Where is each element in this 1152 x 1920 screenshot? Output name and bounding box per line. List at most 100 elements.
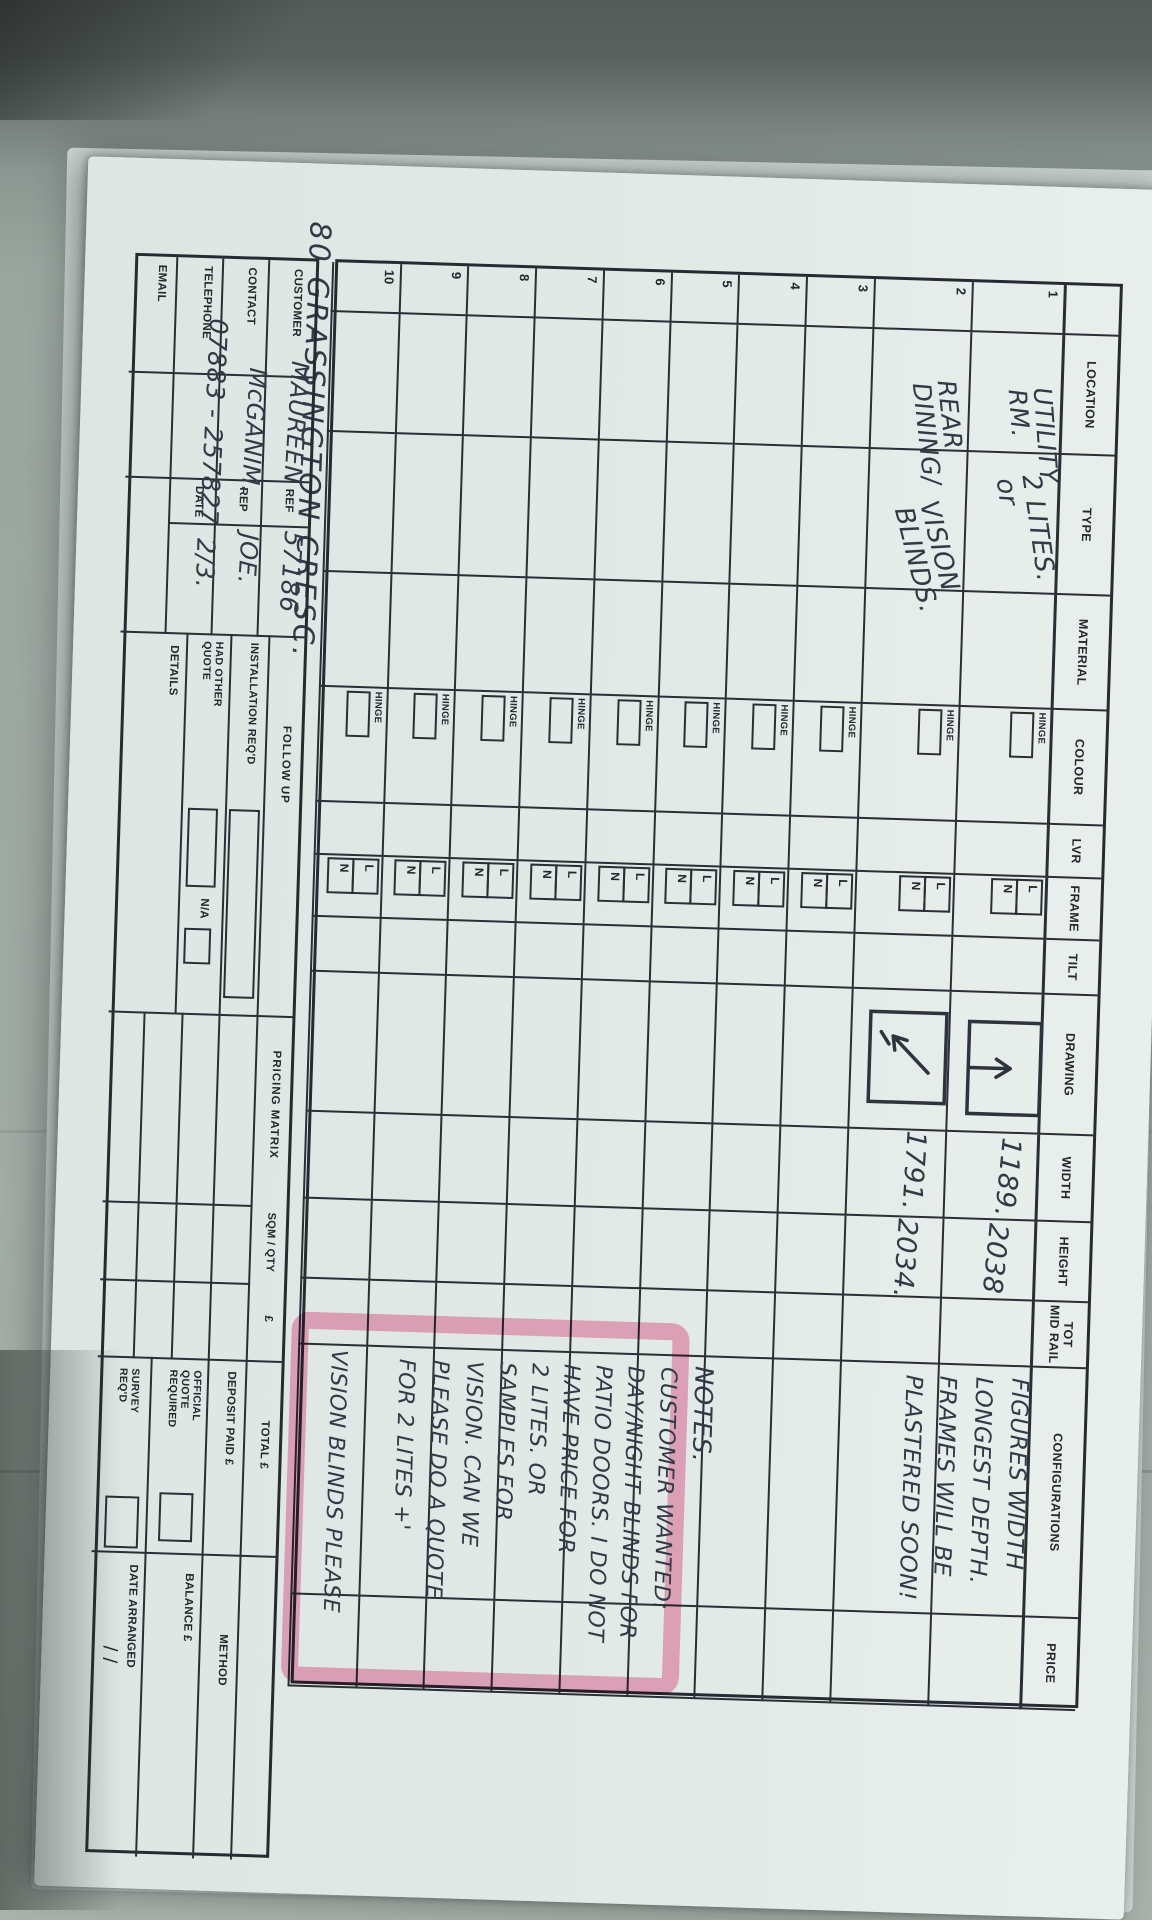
table-cell — [733, 324, 805, 447]
column-header: MATERIAL — [1050, 594, 1111, 712]
table-cell: HINGE — [789, 701, 861, 819]
hw-note-line: HAVE PRICE FOR — [552, 1363, 584, 1555]
hinge-label: HINGE — [506, 695, 519, 728]
frame-l-box[interactable]: L — [1015, 878, 1044, 916]
table-cell — [638, 1209, 710, 1292]
hinge-label: HINGE — [777, 704, 790, 737]
frame-n-box[interactable]: N — [461, 861, 490, 899]
hw-note-line: VISION. CAN WE — [455, 1360, 487, 1548]
table-cell — [445, 920, 515, 979]
hinge-box[interactable] — [819, 705, 845, 753]
frame-n-box[interactable]: N — [529, 863, 558, 901]
table-cell — [326, 311, 399, 435]
table-cell — [851, 933, 952, 992]
row-number-cell: 7 — [533, 268, 604, 321]
table-cell — [381, 803, 451, 859]
table-cell — [949, 936, 1044, 995]
hinge-box[interactable] — [1009, 711, 1035, 759]
hinge-box[interactable] — [683, 701, 710, 749]
hinge-subcell: HINGE — [548, 697, 587, 758]
frame-l-box[interactable]: L — [923, 875, 952, 913]
hinge-box[interactable] — [917, 708, 943, 756]
hinge-label: HINGE — [371, 691, 384, 724]
table-cell — [440, 975, 514, 1118]
table-cell — [693, 1607, 765, 1702]
hinge-subcell: HINGE — [819, 705, 858, 767]
frame-l-box[interactable]: L — [757, 870, 786, 908]
frame-l-box[interactable]: L — [554, 864, 583, 902]
hinge-box[interactable] — [751, 703, 777, 751]
hw-config-line2: LONGEST DEPTH. — [964, 1376, 997, 1585]
frame-l-box[interactable]: L — [351, 857, 380, 895]
hinge-subcell: HINGE — [917, 708, 955, 770]
table-cell — [571, 1207, 642, 1290]
frame-n-box[interactable]: N — [597, 865, 626, 903]
official-quote-box[interactable] — [157, 1492, 194, 1543]
frame-l-box[interactable]: L — [825, 872, 854, 910]
table-cell — [454, 576, 526, 694]
sqm-qty-label: SQM / QTY — [263, 1212, 278, 1273]
na-label: N/A — [197, 898, 211, 920]
frame-l-box[interactable]: L — [689, 868, 718, 906]
row-number-cell: 9 — [398, 264, 468, 317]
frame-l-box[interactable]: L — [622, 866, 651, 904]
row-number-cell: 8 — [466, 266, 536, 319]
date-arranged-slashes: / / — [98, 1645, 121, 1664]
hinge-box[interactable] — [548, 697, 574, 744]
frame-n-box[interactable]: N — [990, 878, 1019, 915]
table-cell — [305, 971, 378, 1114]
installation-reqd-box[interactable] — [223, 809, 260, 999]
column-header: WIDTH — [1034, 1134, 1094, 1224]
hinge-box[interactable] — [412, 692, 439, 740]
table-cell — [370, 1113, 441, 1203]
na-box[interactable] — [183, 927, 212, 965]
table-cell — [648, 927, 718, 985]
table-cell — [462, 316, 534, 439]
email-label: EMAIL — [154, 264, 169, 303]
column-header: COLOUR — [1046, 709, 1107, 827]
table-cell — [576, 980, 649, 1123]
row-number-cell: 1 — [970, 282, 1064, 335]
table-cell — [503, 1204, 574, 1288]
table-cell — [764, 1359, 840, 1612]
hw-ref-number: 57186 — [273, 530, 309, 614]
table-cell — [377, 918, 448, 976]
hinge-subcell: HINGE — [345, 690, 384, 752]
table-cell — [709, 1124, 780, 1214]
column-header: HEIGHT — [1031, 1221, 1091, 1304]
details-label: DETAILS — [166, 645, 181, 696]
frame-l-box[interactable]: L — [418, 860, 447, 897]
frame-n-box[interactable]: N — [800, 872, 829, 909]
hinge-subcell: HINGE — [615, 699, 654, 760]
method-label: METHOD — [215, 1634, 230, 1687]
had-other-quote-box[interactable] — [185, 807, 219, 888]
frame-n-box[interactable]: N — [664, 867, 693, 905]
hw-config-line1: FIGURES WIDTH — [1000, 1377, 1033, 1571]
frame-n-box[interactable]: N — [326, 857, 355, 894]
deposit-paid-label: DEPOSIT PAID £ — [222, 1371, 238, 1466]
table-cell — [792, 586, 865, 704]
hinge-box[interactable] — [615, 699, 642, 746]
table-cell — [839, 1295, 940, 1365]
hinge-box[interactable] — [345, 690, 371, 738]
table-cell — [318, 571, 391, 689]
frame-n-box[interactable]: N — [732, 869, 761, 907]
table-cell — [719, 814, 790, 870]
table-cell — [776, 1126, 848, 1216]
window-sketch-row2 — [861, 1005, 952, 1112]
column-header: LVR — [1045, 824, 1103, 880]
hinge-label: HINGE — [439, 693, 452, 726]
frame-n-box[interactable]: N — [898, 875, 927, 912]
survey-reqd-box[interactable] — [103, 1495, 140, 1549]
frame-l-box[interactable]: L — [486, 862, 515, 900]
frame-n-box[interactable]: N — [393, 859, 422, 897]
total-label: TOTAL £ — [257, 1420, 271, 1470]
hinge-box[interactable] — [480, 694, 506, 742]
table-cell — [725, 584, 797, 702]
table-cell — [390, 434, 463, 577]
contact-label: CONTACT — [244, 267, 259, 326]
table-cell: HINGE — [315, 686, 387, 804]
table-cell: HINGE — [450, 691, 523, 809]
